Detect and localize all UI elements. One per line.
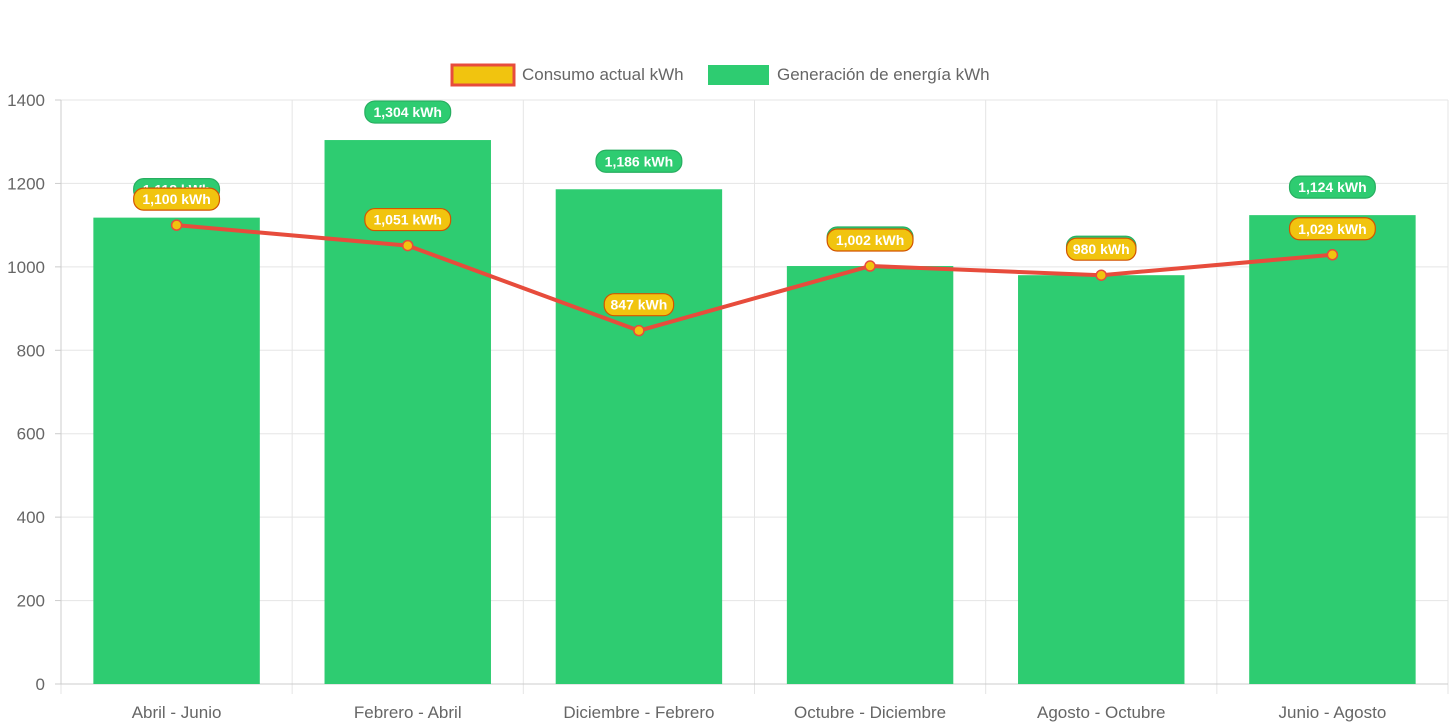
x-tick-label: Diciembre - Febrero [563,703,714,722]
bar-generacion[interactable] [786,266,954,684]
x-axis: Abril - Junio Febrero - Abril Diciembre - … [61,683,1448,722]
line-data-label: 980 kWh [1073,241,1130,257]
line-data-label-bg [603,293,675,317]
line-data-label: 1,100 kWh [142,191,210,207]
bar-series [93,140,1416,685]
x-tick-label: Febrero - Abril [354,703,462,722]
y-tick-label: 800 [17,341,45,360]
x-tick-label: Octubre - Diciembre [794,703,946,722]
line-data-label: 847 kWh [611,297,668,313]
line-data-label-bg [1065,237,1137,261]
bar-data-label: 1,186 kWh [605,153,673,169]
legend-swatch-generacion[interactable] [708,65,769,85]
line-data-label: 1,002 kWh [836,232,904,248]
line-data-label-bg [133,187,221,211]
bar-data-label: 1,124 kWh [1298,179,1366,195]
point-consumo[interactable] [402,239,414,252]
bar-data-label-bg [1288,175,1376,199]
y-tick-label: 200 [17,592,45,611]
grid [60,99,1449,694]
y-tick-label: 1000 [7,258,45,277]
point-consumo[interactable] [1095,269,1107,281]
line-data-label-bg [826,228,914,252]
point-consumo[interactable] [170,219,183,231]
line-data-label: 1,029 kWh [1298,221,1366,237]
line-data-label-bg [364,207,452,232]
line-series [170,219,1339,337]
y-tick-label: 400 [17,508,45,527]
legend-swatch-consumo[interactable] [450,63,516,87]
y-axis: 0 200 400 600 800 1000 1200 1400 [7,91,62,694]
bar-generacion[interactable] [1018,275,1185,684]
point-consumo[interactable] [864,260,876,272]
x-tick-label: Abril - Junio [132,703,222,722]
legend-label-generacion[interactable]: Generación de energía kWh [777,65,990,84]
line-data-labels: 1,100 kWh 1,051 kWh 847 kWh 1,002 kWh 980 kW… [133,187,1376,317]
bar-generacion[interactable] [1249,215,1416,685]
bar-generacion[interactable] [93,217,260,685]
y-tick-label: 600 [17,425,45,444]
bar-data-label-bg [364,100,452,124]
bar-data-label: 1,304 kWh [374,104,442,120]
point-consumo[interactable] [633,324,645,337]
point-consumo[interactable] [1326,249,1339,261]
y-tick-label: 1200 [7,174,45,193]
y-tick-label: 0 [36,675,45,694]
line-data-label-bg [1288,217,1376,241]
bar-generacion[interactable] [555,189,723,685]
x-tick-label: Agosto - Octubre [1037,703,1166,722]
bar-data-label-bg [595,149,683,173]
legend-label-consumo[interactable]: Consumo actual kWh [522,65,684,84]
line-data-label: 1,051 kWh [374,212,442,228]
x-tick-label: Junio - Agosto [1279,703,1387,722]
y-tick-label: 1400 [7,91,45,110]
legend: Consumo actual kWh Generación de energía… [450,63,990,87]
line-consumo [176,223,1333,333]
